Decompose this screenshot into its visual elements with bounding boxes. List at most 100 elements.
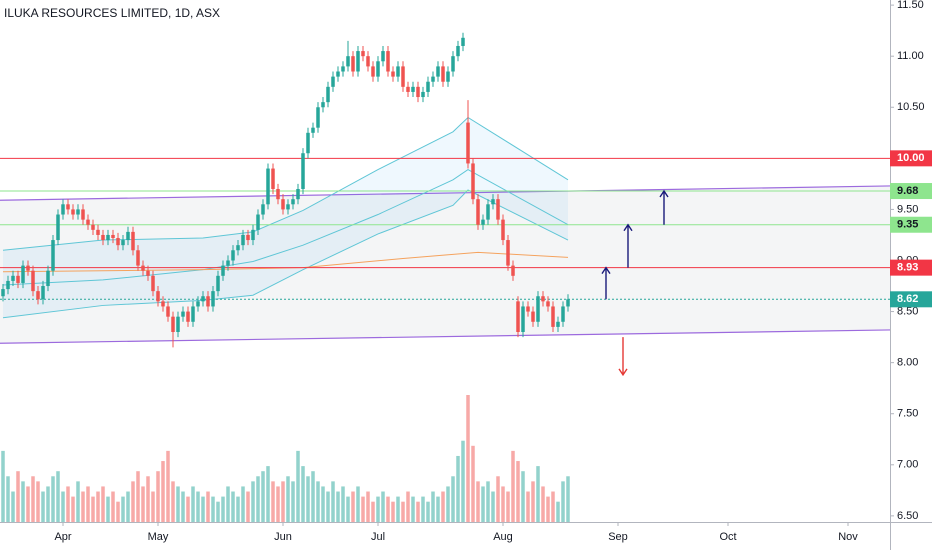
candle-body	[471, 163, 475, 200]
price-level-tag	[890, 216, 932, 233]
candle-body	[16, 275, 20, 283]
candle-body	[101, 234, 105, 241]
y-tick-label: 10.50	[897, 101, 925, 113]
volume-bar	[501, 486, 505, 522]
candle-body	[396, 66, 400, 77]
volume-bar	[176, 486, 180, 522]
volume-bar	[171, 481, 175, 522]
candle-body	[31, 270, 35, 292]
volume-bar	[46, 486, 50, 522]
candle-body	[491, 199, 495, 205]
candle-body	[536, 296, 540, 322]
candle-body	[401, 66, 405, 87]
candle-body	[136, 250, 140, 266]
candle-body	[141, 265, 145, 271]
y-tick-label: 11.50	[897, 0, 924, 11]
volume-bar	[531, 481, 535, 522]
candle-body	[11, 275, 15, 281]
volume-bar	[526, 491, 530, 522]
candle-body	[296, 188, 300, 200]
candle-body	[156, 291, 160, 302]
volume-bar	[351, 491, 355, 522]
x-tick-label: Jul	[371, 531, 385, 543]
volume-bar	[311, 471, 315, 522]
volume-bar	[221, 496, 225, 522]
candle-body	[106, 234, 110, 241]
volume-bar	[106, 496, 110, 522]
x-tick-label: Aug	[493, 531, 513, 543]
candle-body	[306, 132, 310, 154]
candle-body	[561, 306, 565, 322]
candle-body	[226, 260, 230, 266]
candle-body	[436, 66, 440, 77]
candle-body	[231, 250, 235, 261]
candle-body	[551, 306, 555, 327]
arrow	[601, 266, 611, 300]
volume-bar	[496, 476, 500, 522]
candle-body	[431, 76, 435, 82]
candle-body	[521, 306, 525, 332]
volume-bar	[291, 481, 295, 522]
volume-bar	[1, 450, 5, 522]
candle-body	[91, 224, 95, 230]
volume-bar	[296, 450, 300, 522]
volume-bar	[341, 486, 345, 522]
volume-bar	[236, 496, 240, 522]
volume-bar	[416, 501, 420, 522]
candle-body	[311, 127, 315, 133]
x-tick-label: Sep	[608, 531, 628, 543]
candle-body	[421, 91, 425, 98]
volume-bar	[41, 491, 45, 522]
candle-body	[191, 306, 195, 322]
volume-bar	[121, 496, 125, 522]
volume-bar	[76, 481, 80, 522]
volume-bar	[386, 496, 390, 522]
volume-bar	[261, 471, 265, 522]
candle-body	[556, 321, 560, 327]
volume-bar	[186, 496, 190, 522]
volume-bar	[451, 476, 455, 522]
volume-bar	[396, 496, 400, 522]
candle-body	[76, 209, 80, 215]
candle-body	[146, 270, 150, 276]
volume-bar	[21, 481, 25, 522]
volume-bar	[136, 471, 140, 522]
volume-bar	[541, 486, 545, 522]
volume-bar	[436, 496, 440, 522]
candle-body	[21, 265, 25, 283]
volume-bar	[151, 491, 155, 522]
volume-bar	[551, 491, 555, 522]
candle-body	[466, 122, 470, 164]
volume-bar	[466, 395, 470, 522]
volume-bar	[161, 461, 165, 522]
candle-body	[256, 214, 260, 230]
volume-bar	[401, 501, 405, 522]
candle-body	[376, 61, 380, 77]
volume-bar	[316, 481, 320, 522]
candle-body	[496, 199, 500, 220]
candle-body	[366, 56, 370, 67]
volume-bar	[166, 450, 170, 522]
volume-bar	[146, 476, 150, 522]
volume-bar	[471, 445, 475, 522]
candle-body	[181, 311, 185, 317]
volume-bar	[141, 486, 145, 522]
candle-body	[516, 301, 520, 332]
candle-body	[326, 86, 330, 103]
volume-bar	[391, 501, 395, 522]
volume-bar	[556, 501, 560, 522]
trend-line	[0, 185, 891, 201]
candle-body	[446, 71, 450, 82]
y-tick-label: 7.00	[897, 459, 918, 471]
volume-bar	[71, 496, 75, 522]
y-tick-label: 11.00	[897, 50, 924, 62]
volume-bar	[256, 476, 260, 522]
volume-bar	[371, 501, 375, 522]
candle-body	[271, 168, 275, 189]
volume-bar	[31, 476, 35, 522]
volume-bar	[356, 486, 360, 522]
arrow	[623, 223, 633, 268]
volume-bar	[381, 491, 385, 522]
price-level-tag	[890, 150, 932, 167]
candle-body	[161, 301, 165, 307]
